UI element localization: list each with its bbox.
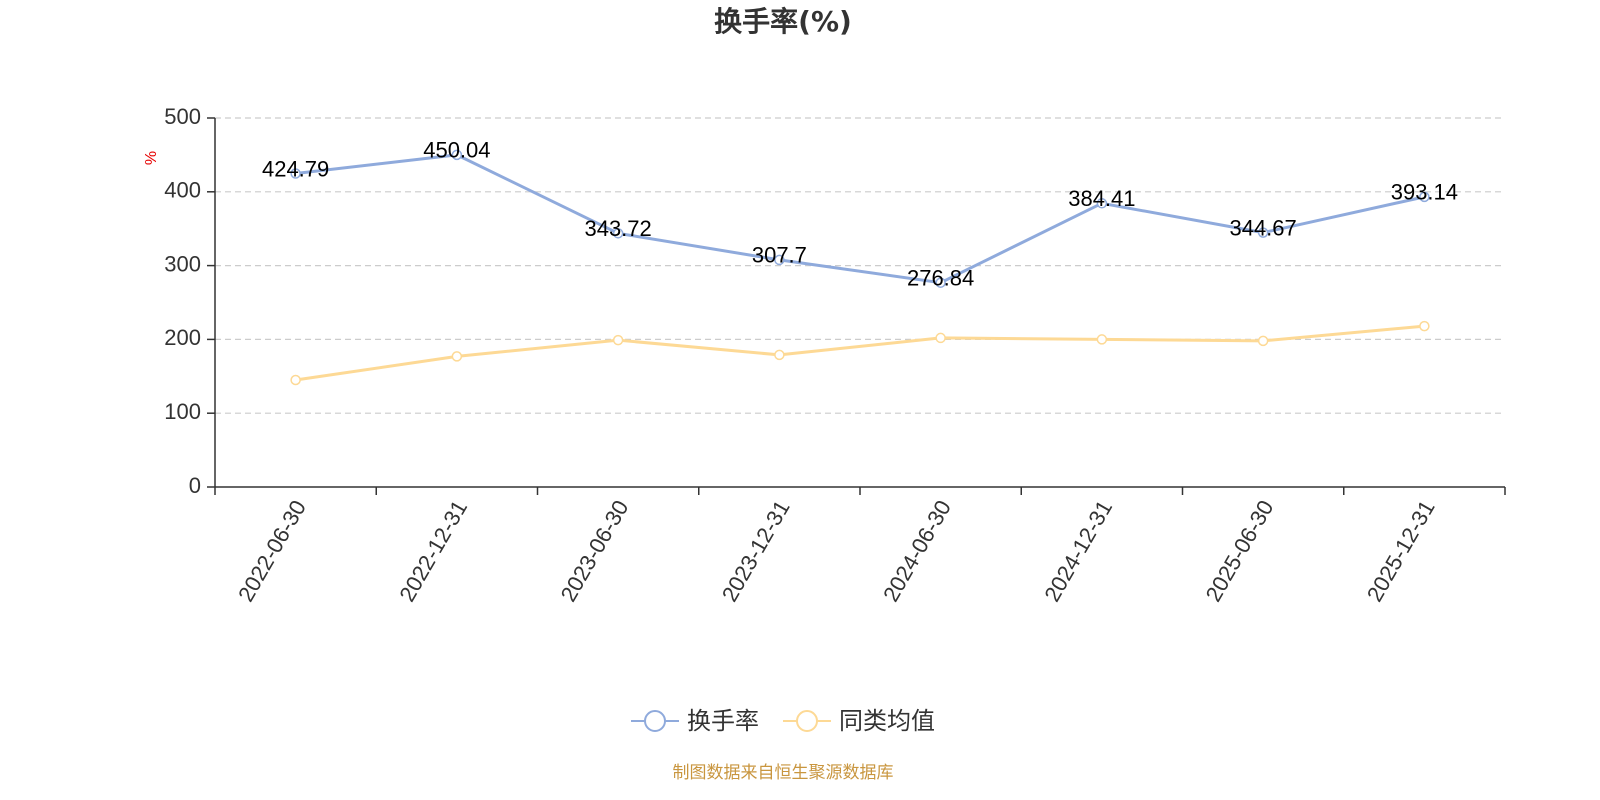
data-label: 343.72 xyxy=(584,216,651,241)
data-point xyxy=(290,168,301,179)
data-label: 393.14 xyxy=(1391,180,1458,205)
legend-label: 换手率 xyxy=(687,707,759,735)
data-point xyxy=(612,334,624,346)
data-point xyxy=(451,351,463,362)
series-line xyxy=(294,324,1426,382)
legend-label: 同类均值 xyxy=(839,707,935,735)
legend-item-peer-average[interactable]: 同类均值 xyxy=(783,704,935,738)
x-tick-label: 2024-12-31 xyxy=(1039,496,1117,606)
legend-item-turnover-rate[interactable]: 换手率 xyxy=(631,704,759,738)
chart-title: 换手率(%) xyxy=(714,5,852,38)
series-line xyxy=(294,153,1426,285)
y-tick-label: 100 xyxy=(164,399,201,424)
data-point xyxy=(1419,191,1430,203)
series-1: 424.79 450.04 343.72 307.7 276.84 384.41 344.6… xyxy=(262,138,1458,291)
data-point xyxy=(451,149,463,161)
data-label: 450.04 xyxy=(423,138,490,163)
y-tick-label: 200 xyxy=(164,325,201,350)
data-label: 384.41 xyxy=(1068,186,1135,211)
data-label: 307.7 xyxy=(752,243,807,268)
data-point xyxy=(774,254,785,266)
data-point xyxy=(1096,334,1108,345)
x-tick-label: 2025-06-30 xyxy=(1201,496,1279,606)
legend-line-circle-icon xyxy=(631,710,679,732)
y-tick-label: 300 xyxy=(164,251,201,276)
y-axis-unit-label: % xyxy=(143,151,160,165)
gridlines xyxy=(215,117,1505,414)
axes: 0 100 200 300 400 500 2022-06-30 2022-12-31 2023… xyxy=(164,104,1506,606)
x-tick-label: 2024-06-30 xyxy=(878,496,956,606)
legend-circle xyxy=(644,710,666,732)
data-point xyxy=(1096,198,1108,209)
data-point xyxy=(935,277,946,288)
y-tick-label: 0 xyxy=(189,473,201,498)
data-point xyxy=(1257,335,1269,347)
legend: 换手率 同类均值 xyxy=(0,704,1566,738)
y-tick-label: 400 xyxy=(164,178,201,203)
y-tick-label: 500 xyxy=(164,104,201,129)
legend-line-circle-icon xyxy=(783,710,831,732)
data-point xyxy=(935,332,946,344)
data-source-footer: 制图数据来自恒生聚源数据库 xyxy=(672,763,894,783)
data-point xyxy=(290,374,301,386)
x-tick-label: 2023-12-31 xyxy=(717,496,795,606)
data-label: 276.84 xyxy=(907,266,974,291)
data-point xyxy=(1419,320,1430,332)
data-point xyxy=(774,349,785,361)
x-tick-label: 2022-12-31 xyxy=(394,496,472,606)
series-2 xyxy=(290,320,1430,386)
data-label: 424.79 xyxy=(262,156,329,181)
data-point xyxy=(612,228,624,239)
x-tick-label: 2023-06-30 xyxy=(556,496,634,606)
legend-circle xyxy=(796,710,818,732)
x-tick-label: 2022-06-30 xyxy=(233,496,311,606)
x-tick-label: 2025-12-31 xyxy=(1362,496,1440,606)
data-point xyxy=(1257,227,1269,238)
data-label: 344.67 xyxy=(1229,215,1296,240)
